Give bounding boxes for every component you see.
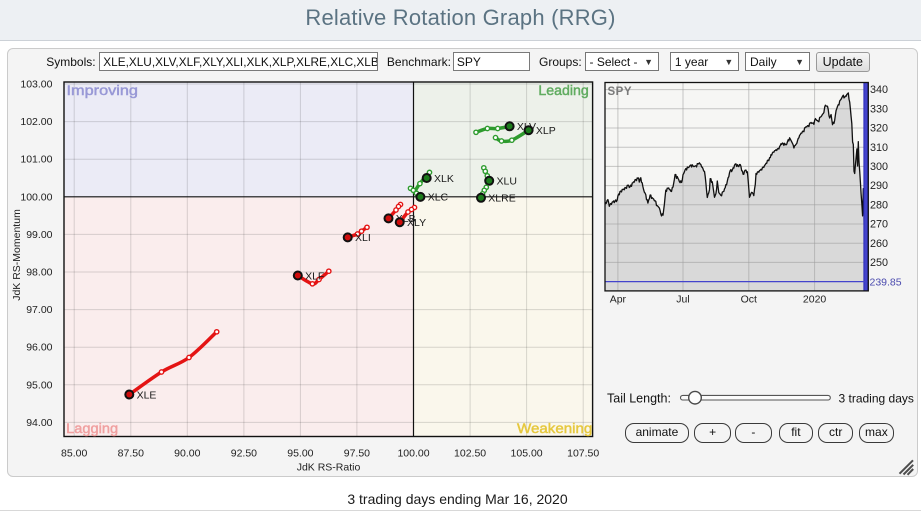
svg-text:105.00: 105.00 [511,448,543,460]
svg-text:290: 290 [870,180,888,192]
svg-text:97.00: 97.00 [26,304,52,316]
svg-text:Weakening: Weakening [517,421,592,436]
svg-text:101.00: 101.00 [20,154,52,166]
svg-text:XLP: XLP [536,125,556,137]
svg-text:99.00: 99.00 [26,229,52,241]
svg-text:340: 340 [870,84,888,96]
svg-text:102.50: 102.50 [454,448,486,460]
svg-text:3 trading days: 3 trading days [839,391,914,405]
svg-text:Jul: Jul [676,294,689,306]
svg-text:85.00: 85.00 [61,448,87,460]
svg-text:98.00: 98.00 [26,267,52,279]
svg-text:310: 310 [870,142,888,154]
svg-text:XLY: XLY [407,217,426,229]
svg-text:300: 300 [870,161,888,173]
svg-text:XLRE: XLRE [488,193,515,205]
svg-text:330: 330 [870,103,888,115]
svg-text:100.00: 100.00 [397,448,429,460]
svg-text:270: 270 [870,219,888,231]
svg-text:Oct: Oct [741,294,757,306]
svg-text:JdK RS-Ratio: JdK RS-Ratio [297,462,361,474]
svg-text:XLK: XLK [434,173,454,185]
svg-text:XLE: XLE [137,389,157,401]
svg-text:96.00: 96.00 [26,342,52,354]
svg-text:XLF: XLF [305,270,324,282]
svg-text:SPY: SPY [608,86,633,98]
svg-text:94.00: 94.00 [26,417,52,429]
svg-text:Leading: Leading [538,83,588,98]
svg-text:239.85: 239.85 [870,277,902,289]
svg-text:87.50: 87.50 [118,448,144,460]
svg-text:Improving: Improving [67,83,139,98]
svg-text:102.00: 102.00 [20,116,52,128]
svg-text:Tail Length:: Tail Length: [607,391,671,405]
svg-text:Lagging: Lagging [66,421,118,436]
svg-text:XLC: XLC [428,192,449,204]
svg-text:Apr: Apr [610,294,627,306]
svg-text:100.00: 100.00 [20,191,52,203]
svg-text:2020: 2020 [803,294,827,306]
svg-text:107.50: 107.50 [567,448,599,460]
svg-text:97.50: 97.50 [344,448,370,460]
svg-text:95.00: 95.00 [287,448,313,460]
svg-text:90.00: 90.00 [174,448,200,460]
svg-text:XLU: XLU [497,176,517,188]
svg-text:320: 320 [870,123,888,135]
svg-text:95.00: 95.00 [26,379,52,391]
svg-text:92.50: 92.50 [231,448,257,460]
svg-text:280: 280 [870,199,888,211]
svg-text:250: 250 [870,257,888,269]
svg-text:103.00: 103.00 [20,79,52,91]
svg-text:JdK RS-Momentum: JdK RS-Momentum [11,209,23,301]
svg-text:260: 260 [870,238,888,250]
svg-text:XLI: XLI [355,232,371,244]
